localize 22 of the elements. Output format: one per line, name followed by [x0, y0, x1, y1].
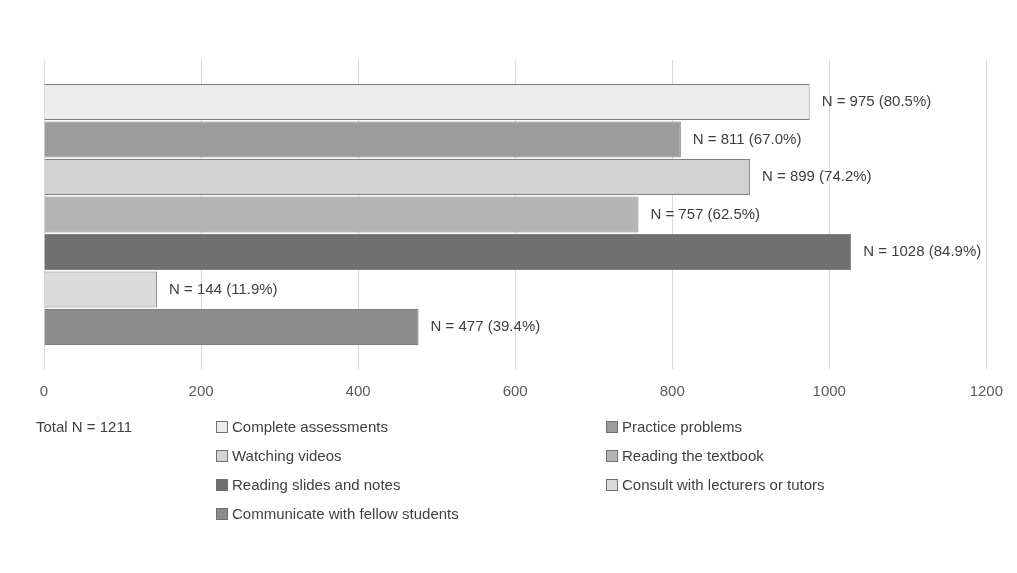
data-label: N = 975 (80.5%) [821, 92, 932, 110]
x-tick-label: 600 [502, 382, 528, 400]
text: Total N = 1211 [36, 418, 134, 437]
x-tick-label: 1000 [812, 382, 846, 400]
legend-label: Communicate with fellow students [232, 505, 459, 522]
data-label: N = 811 (67.0%) [692, 129, 802, 147]
data-label: N = 144 (11.9%) [169, 279, 278, 297]
x-tick-label: 400 [345, 382, 371, 400]
x-tick-label: 0 [39, 382, 49, 400]
x-tick-label: 200 [188, 382, 214, 400]
legend-label: Reading the textbook [622, 447, 764, 464]
data-label: N = 757 (62.5%) [650, 204, 761, 222]
data-label: N = 899 (74.2%) [761, 167, 872, 185]
legend-label: Reading slides and notes [232, 476, 401, 493]
legend-label: Consult with lecturers or tutors [622, 476, 825, 493]
data-label: N = 477 (39.4%) [430, 317, 541, 335]
legend-label: Practice problems [622, 418, 743, 435]
x-tick-label: 800 [659, 382, 685, 400]
data-label: N = 1028 (84.9%) [863, 242, 982, 260]
x-tick-label: 1200 [969, 382, 1003, 400]
legend-label: Complete assessments [232, 418, 388, 435]
legend-label: Watching videos [232, 447, 342, 464]
